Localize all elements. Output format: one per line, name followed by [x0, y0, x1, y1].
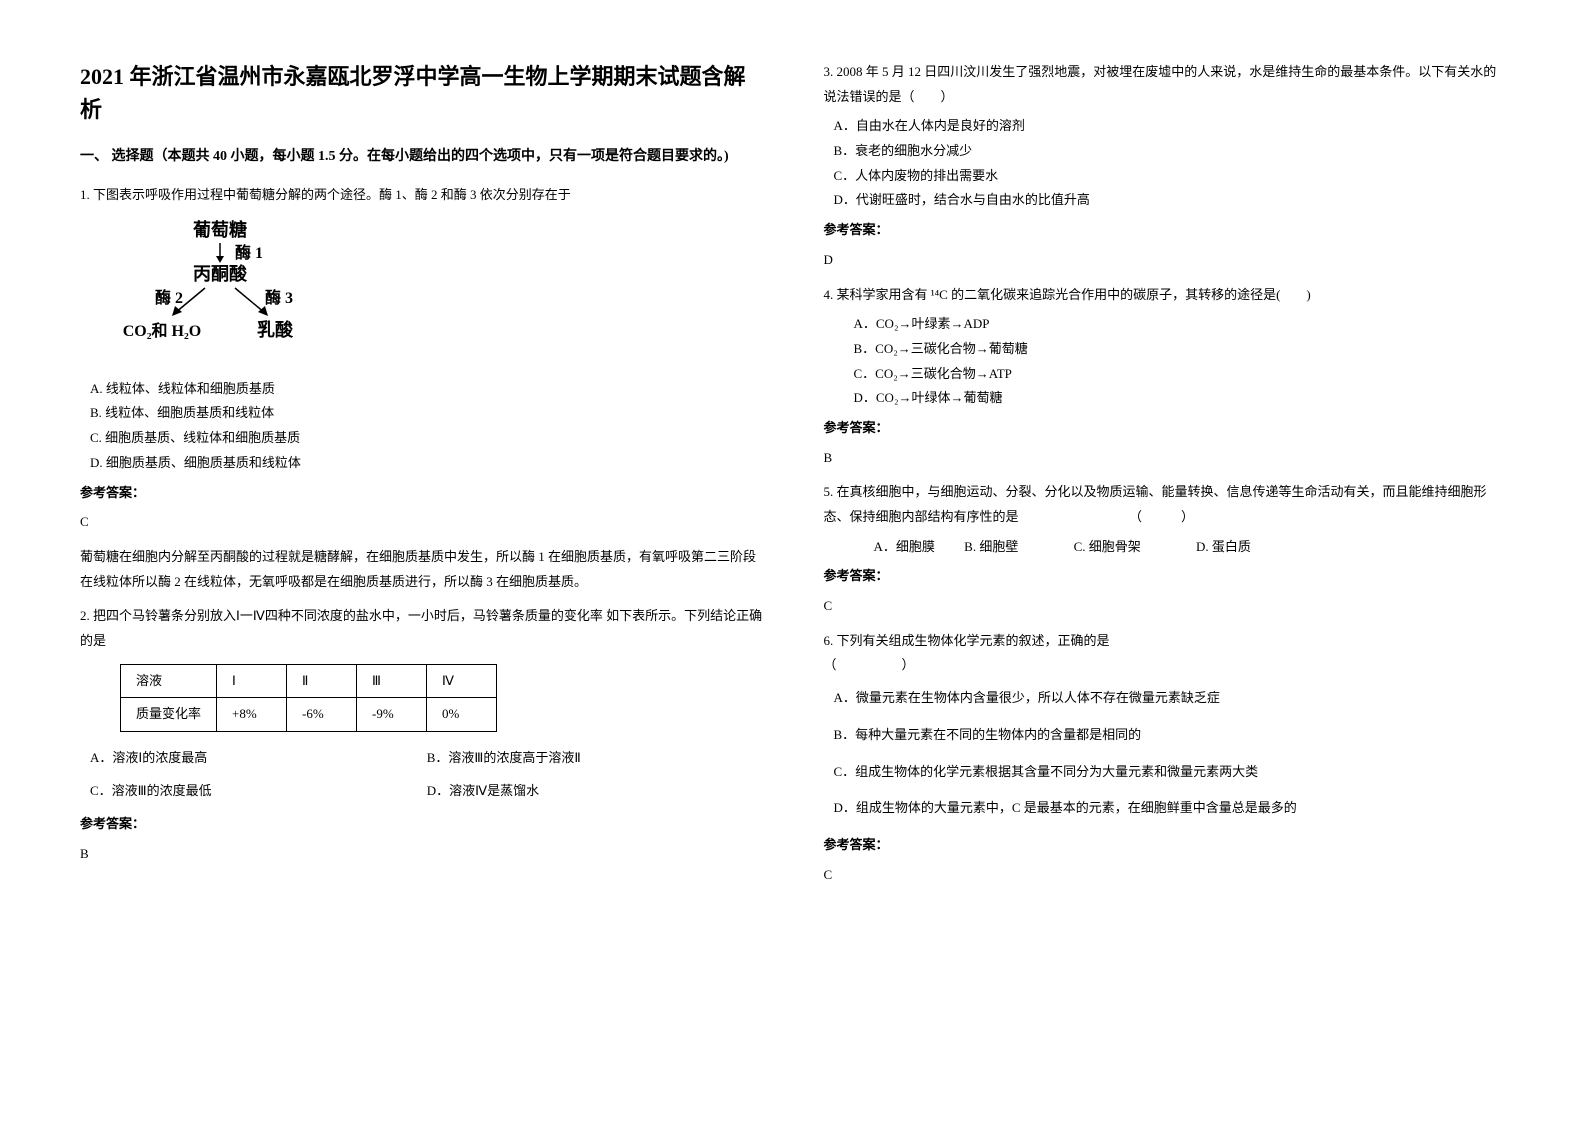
q1-diagram: 葡萄糖 酶 1 丙酮酸 酶 2 酶 3 CO₂和 H₂O 乳酸 — [120, 218, 764, 367]
q3-answer-label: 参考答案： — [824, 218, 1508, 243]
diagram-co2h2o: CO₂和 H₂O — [123, 321, 202, 340]
question-4: 4. 某科学家用含有 ¹⁴C 的二氧化碳来追踪光合作用中的碳原子，其转移的途径是… — [824, 283, 1508, 471]
diagram-glucose: 葡萄糖 — [192, 219, 247, 240]
q2-table: 溶液 Ⅰ Ⅱ Ⅲ Ⅳ 质量变化率 +8% -6% -9% 0% — [120, 664, 497, 732]
diagram-enzyme3: 酶 3 — [265, 288, 293, 307]
q1-option-c: C. 细胞质基质、线粒体和细胞质基质 — [90, 426, 764, 451]
diagram-lactic: 乳酸 — [257, 319, 294, 340]
q6-option-c: C．组成生物体的化学元素根据其含量不同分为大量元素和微量元素两大类 — [834, 760, 1508, 785]
left-column: 2021 年浙江省温州市永嘉瓯北罗浮中学高一生物上学期期末试题含解析 一、 选择… — [50, 60, 794, 1062]
q1-answer: C — [80, 510, 764, 535]
table-cell: Ⅱ — [287, 664, 357, 698]
q4-answer-label: 参考答案： — [824, 416, 1508, 441]
q1-option-d: D. 细胞质基质、细胞质基质和线粒体 — [90, 451, 764, 476]
q3-option-b: B．衰老的细胞水分减少 — [834, 139, 1508, 164]
q4-option-a: A．CO₂→叶绿素→ADP — [854, 312, 1508, 337]
q6-option-b: B．每种大量元素在不同的生物体内的含量都是相同的 — [834, 723, 1508, 748]
table-cell: 溶液 — [121, 664, 217, 698]
table-cell: 0% — [427, 698, 497, 732]
q4-option-b: B．CO₂→三碳化合物→葡萄糖 — [854, 337, 1508, 362]
q5-answer-label: 参考答案： — [824, 564, 1508, 589]
diagram-pyruvate: 丙酮酸 — [193, 263, 248, 284]
q1-text: 1. 下图表示呼吸作用过程中葡萄糖分解的两个途径。酶 1、酶 2 和酶 3 依次… — [80, 183, 764, 208]
table-cell: Ⅲ — [357, 664, 427, 698]
table-cell: +8% — [217, 698, 287, 732]
q5-text: 5. 在真核细胞中，与细胞运动、分裂、分化以及物质运输、能量转换、信息传递等生命… — [824, 480, 1508, 529]
question-3: 3. 2008 年 5 月 12 日四川汶川发生了强烈地震，对被埋在废墟中的人来… — [824, 60, 1508, 273]
q5-option-a: A．细胞膜 — [874, 539, 935, 554]
q4-option-d: D．CO₂→叶绿体→葡萄糖 — [854, 386, 1508, 411]
table-cell: Ⅰ — [217, 664, 287, 698]
q5-options-row: A．细胞膜 B. 细胞壁 C. 细胞骨架 D. 蛋白质 — [874, 535, 1508, 560]
section-header: 一、 选择题（本题共 40 小题，每小题 1.5 分。在每小题给出的四个选项中，… — [80, 146, 764, 168]
diagram-enzyme1: 酶 1 — [235, 243, 263, 262]
q5-option-b: B. 细胞壁 — [964, 539, 1018, 554]
q5-answer: C — [824, 594, 1508, 619]
q1-answer-label: 参考答案： — [80, 481, 764, 506]
table-cell: -6% — [287, 698, 357, 732]
q2-option-c: C．溶液Ⅲ的浓度最低 — [90, 775, 427, 808]
q1-explanation: 葡萄糖在细胞内分解至丙酮酸的过程就是糖酵解，在细胞质基质中发生，所以酶 1 在细… — [80, 545, 764, 594]
q6-option-d: D．组成生物体的大量元素中，C 是最基本的元素，在细胞鲜重中含量总是最多的 — [834, 796, 1508, 821]
q2-answer: B — [80, 842, 764, 867]
question-6: 6. 下列有关组成生物体化学元素的叙述，正确的是 （ ） A．微量元素在生物体内… — [824, 629, 1508, 888]
document-title: 2021 年浙江省温州市永嘉瓯北罗浮中学高一生物上学期期末试题含解析 — [80, 60, 764, 126]
q5-option-d: D. 蛋白质 — [1196, 539, 1251, 554]
table-cell: 质量变化率 — [121, 698, 217, 732]
arrow-3 — [235, 288, 265, 313]
q2-options-row1: A．溶液Ⅰ的浓度最高 B．溶液Ⅲ的浓度高于溶液Ⅱ — [90, 742, 764, 775]
q2-options-row2: C．溶液Ⅲ的浓度最低 D．溶液Ⅳ是蒸馏水 — [90, 775, 764, 808]
q6-text: 6. 下列有关组成生物体化学元素的叙述，正确的是 （ ） — [824, 629, 1508, 678]
q4-option-c: C．CO₂→三碳化合物→ATP — [854, 362, 1508, 387]
q6-answer-label: 参考答案： — [824, 833, 1508, 858]
q2-answer-label: 参考答案： — [80, 812, 764, 837]
q2-text: 2. 把四个马铃薯条分别放入Ⅰ一Ⅳ四种不同浓度的盐水中，一小时后，马铃薯条质量的… — [80, 604, 764, 653]
q2-option-d: D．溶液Ⅳ是蒸馏水 — [427, 775, 764, 808]
q4-text: 4. 某科学家用含有 ¹⁴C 的二氧化碳来追踪光合作用中的碳原子，其转移的途径是… — [824, 283, 1508, 308]
q5-option-c: C. 细胞骨架 — [1074, 539, 1141, 554]
q6-option-a: A．微量元素在生物体内含量很少，所以人体不存在微量元素缺乏症 — [834, 686, 1508, 711]
q2-option-b: B．溶液Ⅲ的浓度高于溶液Ⅱ — [427, 742, 764, 775]
q3-option-d: D．代谢旺盛时，结合水与自由水的比值升高 — [834, 188, 1508, 213]
question-5: 5. 在真核细胞中，与细胞运动、分裂、分化以及物质运输、能量转换、信息传递等生命… — [824, 480, 1508, 618]
q3-option-c: C．人体内废物的排出需要水 — [834, 164, 1508, 189]
table-cell: Ⅳ — [427, 664, 497, 698]
q4-answer: B — [824, 446, 1508, 471]
table-cell: -9% — [357, 698, 427, 732]
q3-text: 3. 2008 年 5 月 12 日四川汶川发生了强烈地震，对被埋在废墟中的人来… — [824, 60, 1508, 109]
table-row: 质量变化率 +8% -6% -9% 0% — [121, 698, 497, 732]
enzyme-diagram: 葡萄糖 酶 1 丙酮酸 酶 2 酶 3 CO₂和 H₂O 乳酸 — [120, 218, 320, 358]
diagram-enzyme2: 酶 2 — [155, 288, 183, 307]
question-1: 1. 下图表示呼吸作用过程中葡萄糖分解的两个途径。酶 1、酶 2 和酶 3 依次… — [80, 183, 764, 594]
q1-option-b: B. 线粒体、细胞质基质和线粒体 — [90, 401, 764, 426]
table-row: 溶液 Ⅰ Ⅱ Ⅲ Ⅳ — [121, 664, 497, 698]
question-2: 2. 把四个马铃薯条分别放入Ⅰ一Ⅳ四种不同浓度的盐水中，一小时后，马铃薯条质量的… — [80, 604, 764, 866]
q3-option-a: A．自由水在人体内是良好的溶剂 — [834, 114, 1508, 139]
q3-answer: D — [824, 248, 1508, 273]
arrowhead-1 — [216, 256, 224, 263]
q1-option-a: A. 线粒体、线粒体和细胞质基质 — [90, 377, 764, 402]
q2-option-a: A．溶液Ⅰ的浓度最高 — [90, 742, 427, 775]
right-column: 3. 2008 年 5 月 12 日四川汶川发生了强烈地震，对被埋在废墟中的人来… — [794, 60, 1538, 1062]
q6-answer: C — [824, 863, 1508, 888]
